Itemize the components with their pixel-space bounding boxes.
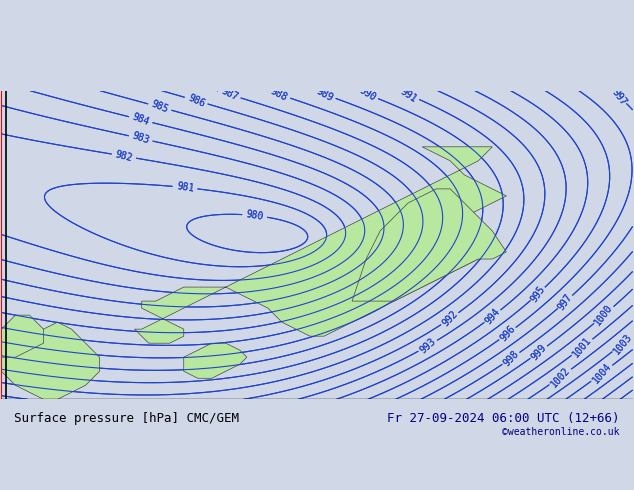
Text: 1002: 1002	[549, 365, 572, 389]
Text: 986: 986	[186, 93, 206, 109]
Text: 982: 982	[114, 149, 134, 163]
Text: 1000: 1000	[593, 303, 615, 327]
Text: 999: 999	[529, 343, 548, 362]
Text: 980: 980	[245, 209, 264, 222]
Polygon shape	[134, 147, 507, 343]
Text: 996: 996	[498, 324, 517, 343]
Text: 1004: 1004	[590, 361, 613, 386]
Text: Fr 27-09-2024 06:00 UTC (12+66): Fr 27-09-2024 06:00 UTC (12+66)	[387, 412, 620, 425]
Text: 985: 985	[150, 99, 170, 115]
Text: 991: 991	[399, 86, 419, 104]
Text: 996: 996	[498, 324, 517, 343]
Text: 995: 995	[529, 284, 547, 304]
Polygon shape	[184, 343, 247, 378]
Text: 998: 998	[501, 348, 521, 368]
Text: 994: 994	[483, 306, 502, 326]
Text: 981: 981	[176, 181, 195, 194]
Text: 1004: 1004	[590, 361, 613, 386]
Text: 983: 983	[131, 131, 151, 146]
Text: 989: 989	[314, 86, 335, 103]
Polygon shape	[352, 189, 507, 301]
Text: 1001: 1001	[571, 335, 593, 360]
Text: 988: 988	[269, 86, 289, 103]
Text: 998: 998	[501, 348, 521, 368]
Text: 997: 997	[556, 292, 574, 312]
Text: 992: 992	[440, 309, 460, 329]
Text: Surface pressure [hPa] CMC/GEM: Surface pressure [hPa] CMC/GEM	[14, 412, 239, 425]
Text: 988: 988	[269, 86, 289, 103]
Text: 990: 990	[358, 86, 377, 103]
Text: 995: 995	[529, 284, 547, 304]
Text: 1001: 1001	[571, 335, 593, 360]
Text: 1003: 1003	[611, 331, 634, 356]
Text: 997: 997	[610, 87, 628, 107]
Text: 992: 992	[440, 309, 460, 329]
Text: 981: 981	[176, 181, 195, 194]
Text: 997: 997	[610, 87, 628, 107]
Text: 985: 985	[150, 99, 170, 115]
Text: 984: 984	[131, 112, 151, 127]
Text: 987: 987	[219, 86, 240, 103]
Text: 1000: 1000	[593, 303, 615, 327]
Polygon shape	[1, 322, 100, 399]
Text: 1002: 1002	[549, 365, 572, 389]
Text: 982: 982	[114, 149, 134, 163]
Text: ©weatheronline.co.uk: ©weatheronline.co.uk	[503, 427, 620, 437]
Text: 980: 980	[245, 209, 264, 222]
Text: 1003: 1003	[611, 331, 634, 356]
Text: 993: 993	[418, 336, 437, 355]
Text: 991: 991	[399, 86, 419, 104]
Text: 984: 984	[131, 112, 151, 127]
Text: 983: 983	[131, 131, 151, 146]
Text: 999: 999	[529, 343, 548, 362]
Text: 986: 986	[186, 93, 206, 109]
Text: 997: 997	[556, 292, 574, 312]
Text: 993: 993	[418, 336, 437, 355]
Polygon shape	[1, 315, 44, 357]
Text: 990: 990	[358, 86, 377, 103]
Text: 994: 994	[483, 306, 502, 326]
Text: 987: 987	[219, 86, 240, 103]
Text: 989: 989	[314, 86, 335, 103]
